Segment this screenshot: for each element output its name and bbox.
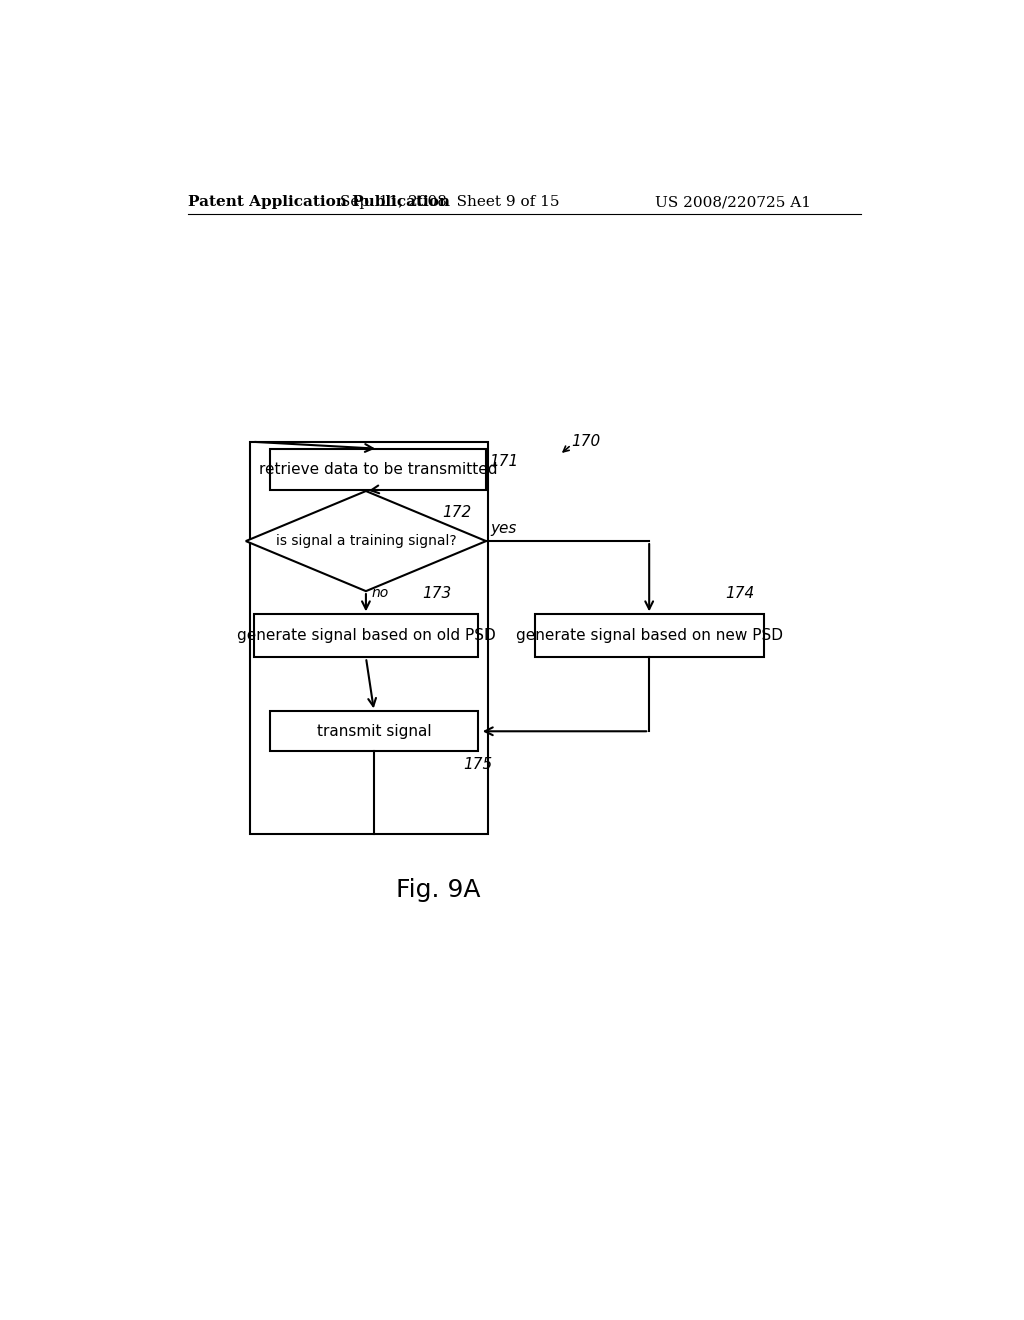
Polygon shape (270, 711, 478, 751)
Polygon shape (270, 449, 486, 490)
Text: 174: 174 (725, 586, 754, 601)
Text: generate signal based on new PSD: generate signal based on new PSD (516, 628, 782, 643)
Text: US 2008/220725 A1: US 2008/220725 A1 (655, 195, 811, 210)
Text: retrieve data to be transmitted: retrieve data to be transmitted (259, 462, 498, 477)
Text: 172: 172 (442, 506, 471, 520)
Text: 171: 171 (489, 454, 518, 469)
Text: transmit signal: transmit signal (316, 723, 431, 739)
Text: Fig. 9A: Fig. 9A (395, 878, 480, 902)
Polygon shape (246, 491, 486, 591)
Text: yes: yes (490, 520, 517, 536)
Text: 170: 170 (571, 434, 600, 449)
Text: generate signal based on old PSD: generate signal based on old PSD (237, 628, 496, 643)
Polygon shape (535, 614, 764, 657)
Polygon shape (254, 614, 478, 657)
Text: Patent Application Publication: Patent Application Publication (188, 195, 451, 210)
Text: 173: 173 (423, 586, 452, 601)
Text: Sep. 11, 2008  Sheet 9 of 15: Sep. 11, 2008 Sheet 9 of 15 (340, 195, 559, 210)
Text: is signal a training signal?: is signal a training signal? (275, 535, 457, 548)
Text: no: no (372, 586, 388, 601)
Text: 175: 175 (463, 758, 493, 772)
